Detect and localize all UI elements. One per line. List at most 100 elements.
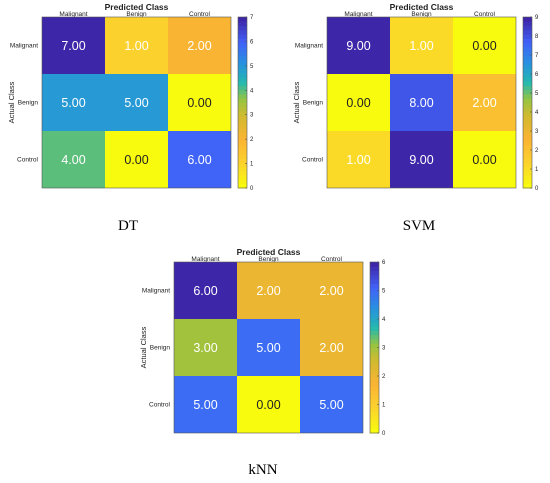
colorbar-segment bbox=[370, 364, 379, 370]
colorbar-segment bbox=[238, 21, 247, 27]
colorbar-tick-label: 5 bbox=[250, 64, 254, 70]
cell-value-label: 9.00 bbox=[409, 153, 433, 167]
colorbar-segment bbox=[238, 93, 247, 99]
x-tick-label: Benign bbox=[411, 11, 432, 18]
colorbar-segment bbox=[523, 132, 532, 138]
colorbar-segment bbox=[523, 111, 532, 116]
cell-value-label: 7.00 bbox=[61, 39, 85, 53]
heatmap-cell bbox=[327, 17, 390, 74]
cell-value-label: 5.00 bbox=[61, 96, 85, 110]
colorbar-segment bbox=[523, 128, 532, 133]
cell-value-label: 8.00 bbox=[409, 96, 433, 110]
colorbar-segment bbox=[370, 403, 379, 408]
colorbar-segment bbox=[238, 55, 247, 61]
colorbar-segment bbox=[370, 351, 379, 357]
colorbar-segment bbox=[370, 407, 379, 413]
x-tick-label: Control bbox=[474, 11, 496, 18]
x-tick-label: Control bbox=[189, 11, 211, 18]
colorbar-segment bbox=[523, 123, 532, 129]
colorbar-segment bbox=[523, 158, 532, 163]
x-tick-label: Control bbox=[321, 256, 343, 263]
cell-value-label: 0.00 bbox=[187, 96, 211, 110]
colorbar-frame bbox=[522, 16, 533, 189]
colorbar-segment bbox=[238, 102, 247, 108]
colorbar-tick-label: 3 bbox=[535, 129, 539, 135]
colorbar-tick-label: 2 bbox=[535, 148, 539, 154]
colorbar-tick-label: 5 bbox=[382, 289, 386, 295]
colorbar-segment bbox=[238, 85, 247, 91]
colorbar-segment bbox=[523, 34, 532, 39]
colorbar-tick-label: 7 bbox=[250, 15, 254, 21]
y-axis-label: Actual Class bbox=[139, 326, 148, 368]
colorbar-tick-label: 6 bbox=[382, 260, 386, 266]
colorbar-segment bbox=[370, 287, 379, 293]
colorbar-segment bbox=[523, 25, 532, 31]
colorbar-segment bbox=[523, 162, 532, 168]
cell-value-label: 1.00 bbox=[124, 39, 148, 53]
chart-title: Predicted Class bbox=[390, 2, 454, 12]
cell-value-label: 5.00 bbox=[124, 96, 148, 110]
x-tick-label: Malignant bbox=[59, 11, 87, 18]
colorbar-segment bbox=[523, 136, 532, 142]
colorbar-segment bbox=[238, 98, 247, 103]
heatmap-cell bbox=[174, 376, 237, 433]
heatmap-cell bbox=[453, 17, 516, 74]
colorbar-segment bbox=[370, 330, 379, 336]
colorbar-segment bbox=[370, 313, 379, 319]
colorbar-tick-label: 6 bbox=[250, 39, 254, 45]
y-tick-label: Control bbox=[149, 402, 171, 409]
x-tick-label: Benign bbox=[126, 11, 147, 18]
colorbar-segment bbox=[370, 347, 379, 353]
colorbar-segment bbox=[370, 385, 379, 391]
colorbar-tick-label: 8 bbox=[535, 34, 539, 40]
colorbar-segment bbox=[238, 170, 247, 176]
y-axis-label: Actual Class bbox=[292, 81, 301, 123]
colorbar-segment bbox=[238, 123, 247, 129]
colorbar-tick-label: 2 bbox=[382, 374, 386, 380]
colorbar-segment bbox=[523, 179, 532, 185]
colorbar-tick-label: 7 bbox=[535, 53, 539, 59]
colorbar-tick-label: 5 bbox=[535, 91, 539, 97]
colorbar-segment bbox=[370, 266, 379, 272]
colorbar-tick-label: 4 bbox=[382, 317, 386, 323]
colorbar-segment bbox=[523, 140, 532, 146]
colorbar-segment bbox=[523, 119, 532, 125]
colorbar-segment bbox=[238, 25, 247, 31]
colorbar-tick-label: 1 bbox=[250, 162, 254, 168]
y-tick-label: Malignant bbox=[10, 43, 38, 50]
heatmap-cell bbox=[174, 262, 237, 319]
cell-value-label: 5.00 bbox=[256, 341, 280, 355]
colorbar-segment bbox=[370, 279, 379, 284]
colorbar-segment bbox=[238, 175, 247, 180]
colorbar-segment bbox=[523, 170, 532, 176]
y-tick-label: Benign bbox=[150, 345, 171, 352]
colorbar-segment bbox=[370, 373, 379, 378]
heatmap-cell bbox=[168, 131, 231, 188]
caption-knn: kNN bbox=[248, 462, 278, 478]
colorbar-segment bbox=[523, 153, 532, 159]
colorbar-segment bbox=[370, 394, 379, 400]
heatmap-cell bbox=[390, 131, 453, 188]
heatmap-knn: Predicted Class Actual Class Malignant Beni… bbox=[139, 247, 386, 437]
y-tick-label: Benign bbox=[303, 100, 324, 107]
cell-value-label: 2.00 bbox=[472, 96, 496, 110]
colorbar-segment bbox=[523, 59, 532, 65]
heatmap-cell bbox=[327, 131, 390, 188]
colorbar-segment bbox=[370, 296, 379, 301]
colorbar-segment bbox=[523, 145, 532, 151]
plot-frame bbox=[41, 16, 232, 189]
colorbar-segment bbox=[238, 89, 247, 95]
colorbar-segment bbox=[370, 262, 379, 267]
colorbar-segment bbox=[370, 283, 379, 289]
colorbar-segment bbox=[370, 420, 379, 425]
colorbar-frame bbox=[237, 16, 248, 189]
colorbar-tick-label: 1 bbox=[535, 167, 539, 173]
y-tick-label: Malignant bbox=[295, 43, 323, 50]
x-tick-label: Malignant bbox=[191, 256, 219, 263]
caption-dt: DT bbox=[118, 218, 138, 234]
colorbar-segment bbox=[238, 158, 247, 163]
colorbar-segment bbox=[523, 166, 532, 172]
colorbar-tick-label: 4 bbox=[250, 88, 254, 94]
cell-value-label: 3.00 bbox=[193, 341, 217, 355]
colorbar-segment bbox=[370, 415, 379, 421]
